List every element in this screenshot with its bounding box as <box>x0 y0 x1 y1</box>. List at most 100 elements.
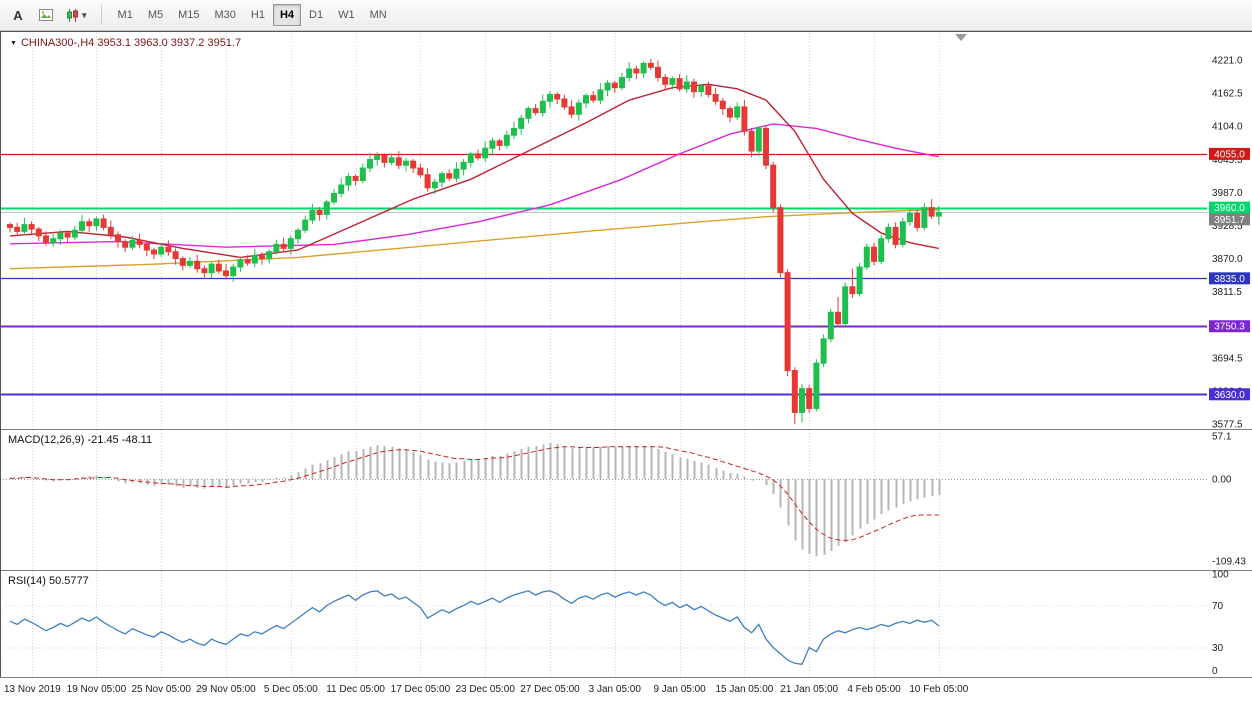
rsi-indicator-value: 50.5777 <box>48 575 89 587</box>
chart-title-text: CHINA300-,H4 3953.1 3963.0 3937.2 3951.7 <box>20 37 242 49</box>
timeframe-button-d1[interactable]: D1 <box>302 4 330 26</box>
candle-body <box>100 218 107 228</box>
candle-body <box>568 106 575 115</box>
candle-body <box>539 100 546 114</box>
rsi-axis-label: 30 <box>1212 643 1224 654</box>
candles-layer <box>7 58 942 425</box>
rsi-pane <box>0 590 1207 666</box>
candle-body <box>251 255 258 264</box>
candle-body <box>295 229 301 240</box>
time-axis-label: 13 Nov 2019 <box>4 684 61 695</box>
candle-body <box>705 85 712 95</box>
candle-body <box>669 78 676 85</box>
timeframe-button-m5[interactable]: M5 <box>141 4 170 26</box>
candle-body <box>388 157 395 163</box>
candle-body <box>215 263 222 272</box>
price-badge-label: 3951.7 <box>1214 215 1245 226</box>
image-tool-button[interactable] <box>33 3 59 27</box>
candle-body <box>691 81 697 93</box>
candle-body <box>842 286 849 325</box>
candle-body <box>489 140 496 149</box>
candle-body <box>71 229 78 238</box>
price-badge-label: 4055.0 <box>1214 149 1245 160</box>
candle-body <box>712 93 719 102</box>
price-axis-label: 4162.5 <box>1212 89 1243 100</box>
timeframe-button-mn[interactable]: MN <box>363 4 394 26</box>
candle-body <box>921 207 928 228</box>
candle-body <box>676 78 683 90</box>
candle-body <box>683 81 690 90</box>
timeframe-button-h4[interactable]: H4 <box>272 4 302 26</box>
candle-body <box>611 82 618 89</box>
candle-body <box>273 243 280 253</box>
candle-body <box>446 173 453 179</box>
price-level-lines <box>0 153 1207 396</box>
candle-body <box>532 108 539 114</box>
candle-body <box>777 207 784 274</box>
candle-body <box>129 239 136 248</box>
chart-type-dropdown[interactable]: ▾ <box>61 3 92 27</box>
candle-body <box>280 243 287 249</box>
candle-body <box>662 77 669 85</box>
candle-body <box>503 134 510 146</box>
candle-body <box>835 311 841 325</box>
candle-body <box>698 85 705 93</box>
rsi-axis-label: 0 <box>1212 666 1218 677</box>
candle-body <box>410 160 417 169</box>
candle-body <box>259 255 265 260</box>
chart-canvas[interactable]: 4221.0 4162.5 4104.0 4045.5 3987.0 3928.5 3870… <box>0 31 1252 701</box>
candle-body <box>647 62 654 68</box>
candle-body <box>511 127 517 136</box>
text-tool-button[interactable]: A <box>5 3 31 27</box>
candle-body <box>115 234 121 243</box>
price-axis-label: 3811.5 <box>1212 287 1242 298</box>
timeframe-button-h1[interactable]: H1 <box>244 4 272 26</box>
time-axis-label: 29 Nov 05:00 <box>196 684 256 695</box>
candle-body <box>28 224 35 230</box>
candle-body <box>633 68 640 74</box>
candle-body <box>899 221 906 245</box>
candle-body <box>453 168 460 179</box>
candle-body <box>719 100 726 110</box>
time-axis-label: 19 Nov 05:00 <box>67 684 127 695</box>
rsi-axis-label: 70 <box>1212 601 1224 612</box>
price-badge <box>1209 201 1250 214</box>
price-axis-label: 3577.5 <box>1212 420 1243 431</box>
macd-label: MACD(12,26,9) -21.45 -48.11 <box>8 434 152 446</box>
rsi-label: RSI(14) 50.5777 <box>8 575 89 587</box>
candle-body <box>244 259 251 264</box>
price-axis-label: 3928.5 <box>1212 221 1243 232</box>
candle-body <box>381 155 388 163</box>
candle-body <box>79 221 85 231</box>
candle-body <box>316 209 323 215</box>
candle-body <box>302 219 309 231</box>
candle-body <box>770 164 777 209</box>
candle-body <box>431 181 438 189</box>
candle-body <box>741 106 748 132</box>
candle-body <box>187 260 193 266</box>
timeframe-button-m15[interactable]: M15 <box>171 4 206 26</box>
candle-body <box>345 176 352 186</box>
candle-body <box>50 238 57 244</box>
candle-body <box>885 226 892 240</box>
candle-body <box>122 241 129 248</box>
candle-body <box>424 174 431 189</box>
candle-body <box>799 388 805 413</box>
candle-body <box>496 140 503 146</box>
candle-body <box>547 93 553 102</box>
macd-pane <box>0 443 1207 557</box>
macd-axis-label: 0.00 <box>1212 475 1232 486</box>
candle-body <box>626 68 633 79</box>
timeframe-button-w1[interactable]: W1 <box>331 4 362 26</box>
price-badge <box>1209 272 1250 285</box>
candle-body <box>309 209 316 221</box>
candle-body <box>575 102 582 115</box>
candle-body <box>143 243 150 251</box>
timeframe-button-m30[interactable]: M30 <box>208 4 243 26</box>
candle-body <box>482 147 489 159</box>
candle-body <box>194 260 201 270</box>
candle-body <box>21 224 28 232</box>
timeframe-button-m1[interactable]: M1 <box>111 4 140 26</box>
macd-axis-label: 57.1 <box>1212 432 1232 443</box>
candle-body <box>791 370 798 413</box>
